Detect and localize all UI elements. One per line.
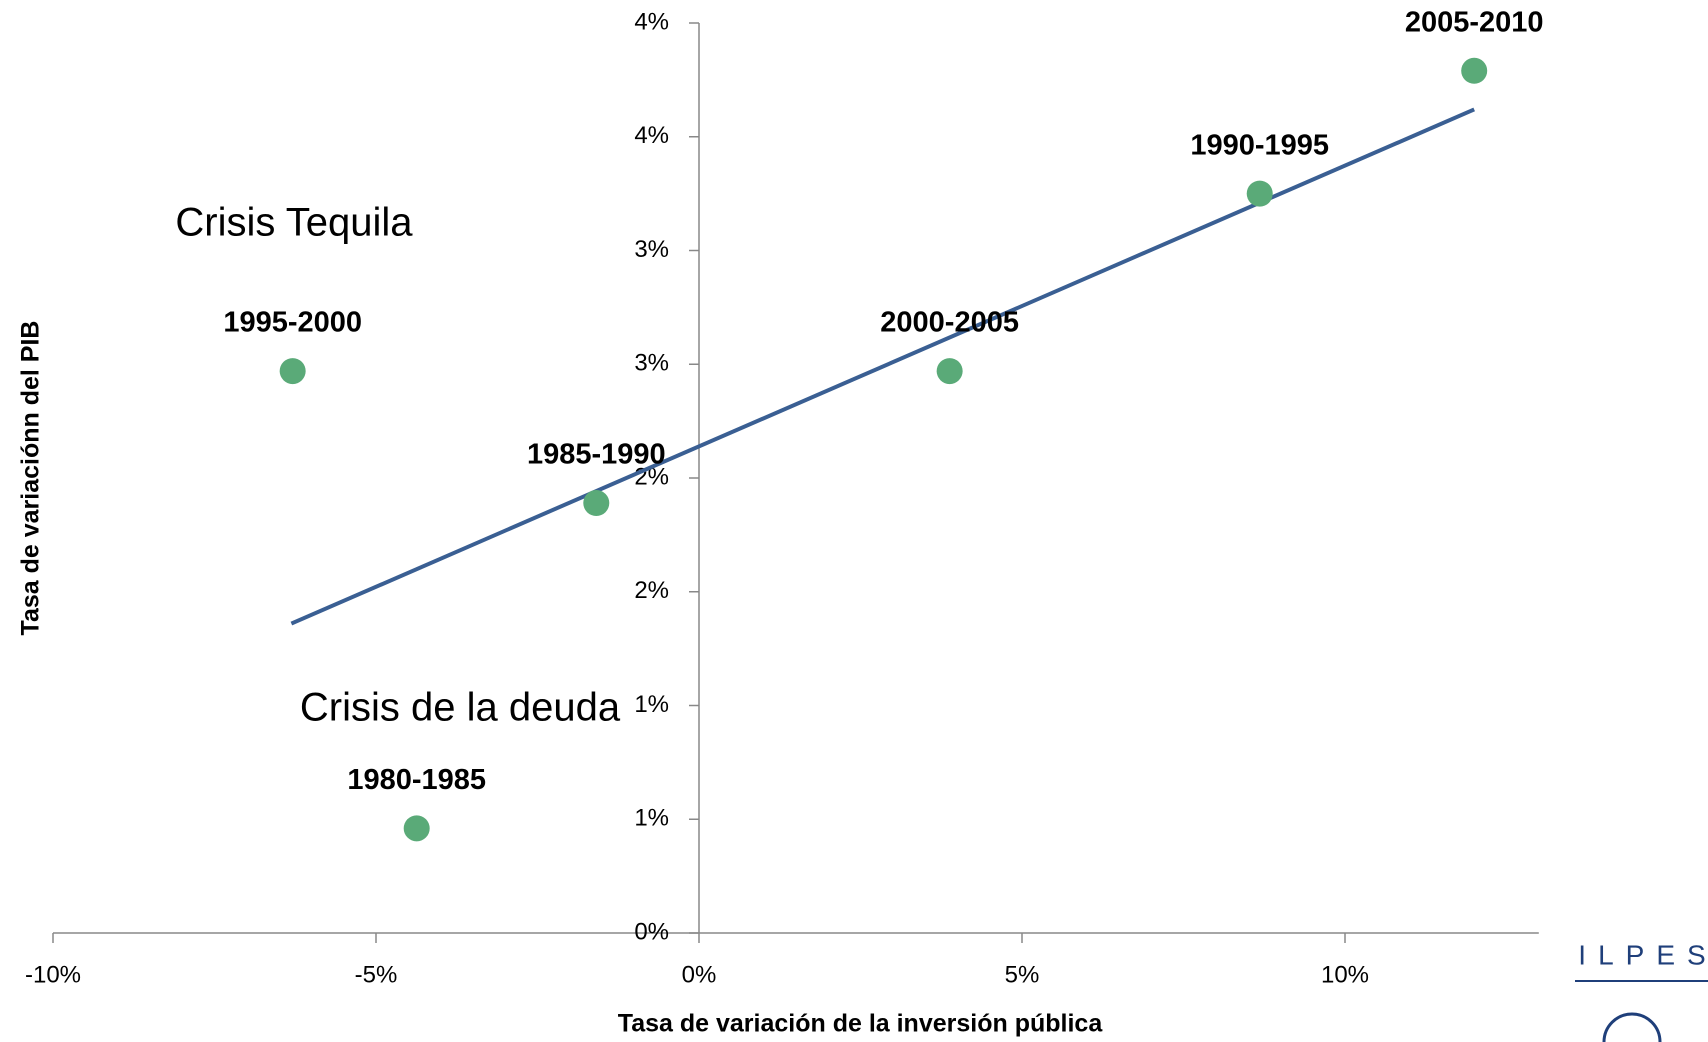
x-tick-label: 10% <box>1321 961 1369 988</box>
y-tick-label: 2% <box>634 577 669 604</box>
point-label: 1985-1990 <box>527 439 666 471</box>
point <box>403 815 430 842</box>
point <box>936 358 963 385</box>
x-tick-label: 0% <box>682 961 717 988</box>
y-tick-label: 0% <box>634 918 669 945</box>
point-label: 1990-1995 <box>1190 129 1329 161</box>
point-label: 1995-2000 <box>223 307 362 339</box>
logo-text: ILPES <box>1578 939 1708 970</box>
x-tick-label: -10% <box>25 961 81 988</box>
y-axis-label: Tasa de variaciónn del PIB <box>17 321 45 636</box>
point-label: 2005-2010 <box>1405 6 1544 38</box>
point-label: 2000-2005 <box>880 307 1019 339</box>
point <box>279 358 306 385</box>
x-tick-label: 5% <box>1005 961 1040 988</box>
x-tick-label: -5% <box>355 961 398 988</box>
logo-emblem <box>1602 1012 1662 1042</box>
annotation: Crisis Tequila <box>175 201 413 245</box>
y-tick-label: 4% <box>634 122 669 149</box>
y-tick-label: 4% <box>634 8 669 35</box>
annotation: Crisis de la deuda <box>300 686 621 730</box>
point-label: 1980-1985 <box>347 764 486 796</box>
y-tick-label: 3% <box>634 236 669 263</box>
x-axis-label: Tasa de variación de la inversión públic… <box>618 1010 1104 1038</box>
y-tick-label: 1% <box>634 805 669 832</box>
point <box>1246 180 1273 207</box>
point <box>583 490 610 517</box>
trendline <box>290 107 1475 626</box>
y-tick-label: 1% <box>634 691 669 718</box>
y-tick-label: 3% <box>634 350 669 377</box>
point <box>1461 57 1488 84</box>
